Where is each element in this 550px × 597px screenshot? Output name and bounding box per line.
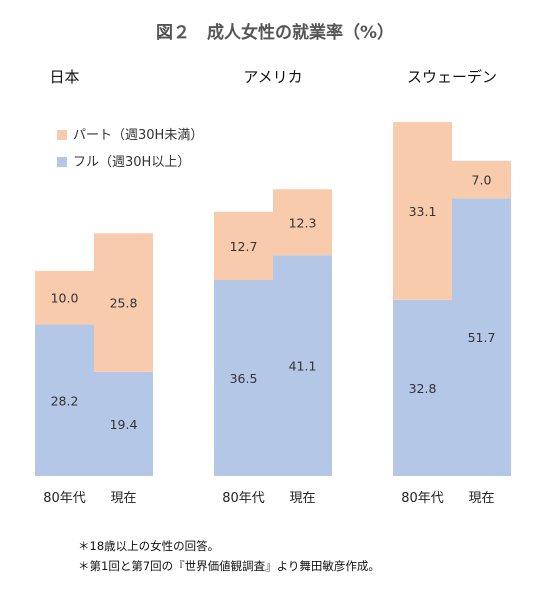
chart-title: 図２ 成人女性の就業率（%） [156,22,394,43]
category-label: 80年代 [222,491,265,506]
data-label-full: 32.8 [409,381,437,396]
bar-group: 日本 28.2 10.0 80年代 19.4 25.8 現在 [35,68,153,506]
bar-part [35,270,94,325]
data-label-part: 12.3 [289,215,317,230]
data-label-full: 36.5 [230,371,258,386]
footnotes: ＊18歳以上の女性の回答。 ＊第1回と第7回の『世界価値観調査』より舞田敏彦作成… [78,536,380,576]
data-label-full: 28.2 [51,393,79,408]
bar-groups: 日本 28.2 10.0 80年代 19.4 25.8 現在 アメリカ 36.5 12.7 80年代… [35,68,511,506]
bar-full [452,198,511,476]
data-label-full: 41.1 [289,359,317,374]
data-label-part: 33.1 [409,204,437,219]
data-label-full: 51.7 [468,330,496,345]
data-label-part: 25.8 [110,296,138,311]
category-label: 80年代 [401,491,444,506]
data-label-part: 12.7 [230,239,258,254]
footnote: ＊18歳以上の女性の回答。 [78,539,220,553]
bar-full [393,299,452,476]
bar-full [94,371,153,476]
data-label-part: 10.0 [51,291,79,306]
legend-label: パート（週30H未満） [73,128,203,143]
legend-swatch [57,157,67,167]
category-label: 現在 [289,491,315,506]
bar-group: スウェーデン 32.8 33.1 80年代 51.7 7.0 現在 [393,68,511,506]
bar-part [273,189,332,256]
group-title: 日本 [49,68,79,86]
data-label-full: 19.4 [110,417,138,432]
bar-part [393,122,452,300]
bar-part [214,211,273,280]
bar-group: アメリカ 36.5 12.7 80年代 41.1 12.3 現在 [214,68,332,506]
legend: パート（週30H未満） フル（週30H以上） [57,128,203,170]
data-label-part: 7.0 [472,173,492,188]
legend-swatch [57,130,67,140]
legend-label: フル（週30H以上） [73,155,190,170]
category-label: 現在 [110,491,136,506]
group-title: アメリカ [243,68,302,86]
bar-part [452,160,511,199]
bar-full [273,255,332,476]
bar-part [94,233,153,372]
category-label: 80年代 [43,491,86,506]
group-title: スウェーデン [407,68,497,86]
bar-full [214,279,273,476]
footnote: ＊第1回と第7回の『世界価値観調査』より舞田敏彦作成。 [78,559,380,573]
bar-full [35,324,94,476]
category-label: 現在 [468,491,494,506]
